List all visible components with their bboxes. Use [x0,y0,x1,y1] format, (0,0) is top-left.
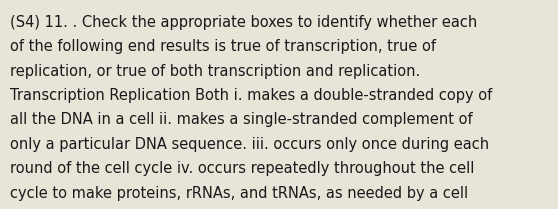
Text: of the following end results is true of transcription, true of: of the following end results is true of … [10,39,436,54]
Text: only a particular DNA sequence. iii. occurs only once during each: only a particular DNA sequence. iii. occ… [10,137,489,152]
Text: round of the cell cycle iv. occurs repeatedly throughout the cell: round of the cell cycle iv. occurs repea… [10,161,474,176]
Text: (S4) 11. . Check the appropriate boxes to identify whether each: (S4) 11. . Check the appropriate boxes t… [10,15,477,30]
Text: all the DNA in a cell ii. makes a single-stranded complement of: all the DNA in a cell ii. makes a single… [10,112,473,127]
Text: cycle to make proteins, rRNAs, and tRNAs, as needed by a cell: cycle to make proteins, rRNAs, and tRNAs… [10,186,468,201]
Text: Transcription Replication Both i. makes a double-stranded copy of: Transcription Replication Both i. makes … [10,88,492,103]
Text: replication, or true of both transcription and replication.: replication, or true of both transcripti… [10,64,420,79]
